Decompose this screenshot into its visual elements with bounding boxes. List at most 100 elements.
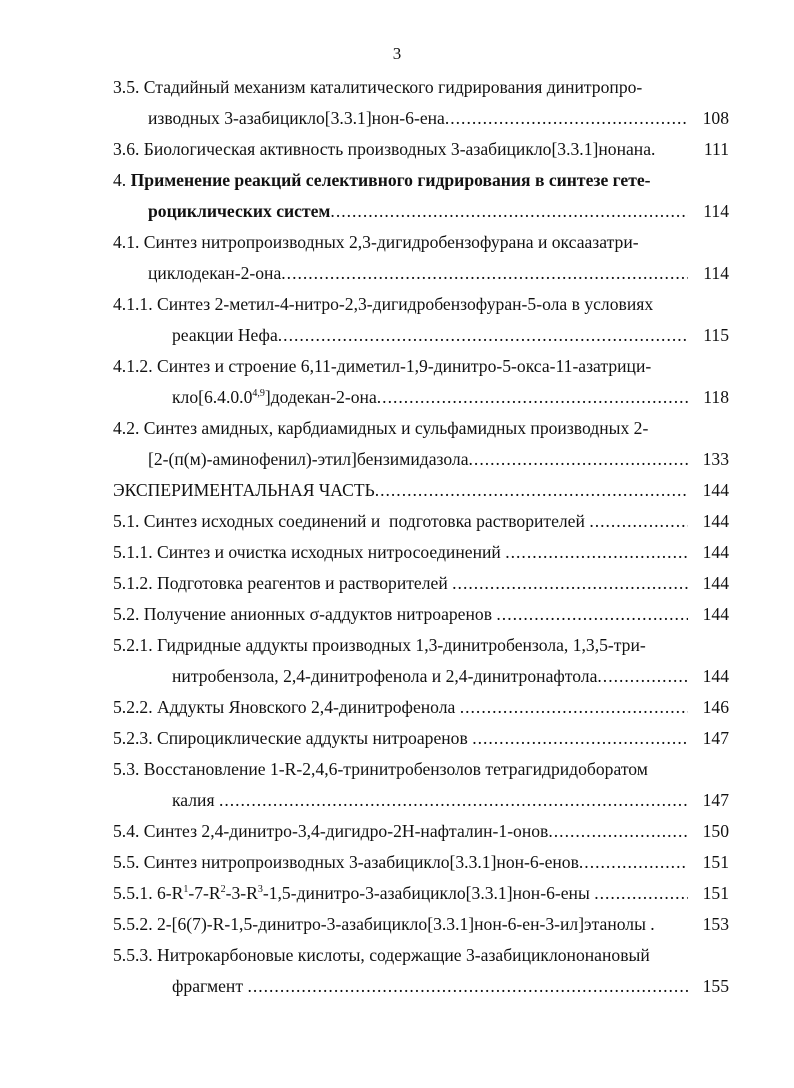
toc-entry: 4. Применение реакций селективного гидри… [113,165,733,196]
toc-page-number: 150 [702,821,729,841]
toc-entry-label: 5.5. Синтез нитропроизводных 3-азабицикл… [113,847,579,878]
toc-entry-title: 5.2.1. Гидридные аддукты производных 1,3… [113,630,688,661]
toc-entry-title: 5.5. Синтез нитропроизводных 3-азабицикл… [113,847,688,878]
toc-entry: калия ..................................… [113,785,733,816]
text-segment: 5.2.2. Аддукты Яновского 2,4-динитрофено… [113,697,460,717]
toc-entry-label: 5.1.2. Подготовка реагентов и растворите… [113,568,452,599]
toc-page-number: 153 [702,914,729,934]
text-segment: [2-(п(м)-аминофенил)-этил]бензимидазола [148,449,469,469]
toc-page-number: 144 [702,480,729,500]
toc-entry-title: 4.1.2. Синтез и строение 6,11-диметил-1,… [113,351,688,382]
text-segment: 5.5. Синтез нитропроизводных 3-азабицикл… [113,852,579,872]
text-segment: 5.2.3. Спироциклические аддукты нитроаре… [113,728,473,748]
toc-entry: фрагмент ...............................… [113,971,733,1002]
toc-page-number: 111 [703,139,729,159]
dot-leader: ........................................… [374,480,688,500]
toc-entry-label: 5.5.3. Нитрокарбоновые кислоты, содержащ… [113,940,650,971]
toc-page-number: 114 [703,201,729,221]
table-of-contents: 3.5. Стадийный механизм каталитического … [113,72,733,1002]
toc-page-number: 144 [702,542,729,562]
toc-page-number: 146 [702,697,729,717]
toc-page-number: 151 [702,852,729,872]
toc-page-number [688,72,733,103]
toc-entry-label: 5.1. Синтез исходных соединений и подгот… [113,506,589,537]
toc-entry-title: 5.5.3. Нитрокарбоновые кислоты, содержащ… [113,940,688,971]
text-segment: 5.4. Синтез 2,4-динитро-3,4-дигидро-2H-н… [113,821,549,841]
text-segment: 5.3. Восстановление 1-R-2,4,6-тринитробе… [113,759,648,779]
text-segment: реакции Нефа [172,325,278,345]
toc-entry-title: 5.4. Синтез 2,4-динитро-3,4-дигидро-2H-н… [113,816,688,847]
toc-entry-label: [2-(п(м)-аминофенил)-этил]бензимидазола [148,444,469,475]
text-segment: 5.1.1. Синтез и очистка исходных нитросо… [113,542,506,562]
toc-entry-title: кло[6.4.0.04,9]додекан-2-она............… [113,382,688,413]
text-segment: 3.5. Стадийный механизм каталитического … [113,77,643,97]
toc-entry-label: 3.6. Биологическая активность производны… [113,134,655,165]
toc-entry-label: 4.2. Синтез амидных, карбдиамидных и сул… [113,413,648,444]
toc-page-number: 147 [702,790,729,810]
text-segment: 5.5.3. Нитрокарбоновые кислоты, содержащ… [113,945,650,965]
toc-entry: 5.5.1. 6-R1-7-R2-3-R3-1,5-динитро-3-азаб… [113,878,733,909]
toc-entry-label: ЭКСПЕРИМЕНТАЛЬНАЯ ЧАСТЬ [113,475,375,506]
text-segment: 4.1.2. Синтез и строение 6,11-диметил-1,… [113,356,652,376]
toc-entry-label: 4.1. Синтез нитропроизводных 2,3-дигидро… [113,227,639,258]
toc-entry-label: 5.2.2. Аддукты Яновского 2,4-динитрофено… [113,692,460,723]
text-segment: циклодекан-2-она [148,263,282,283]
toc-entry: роциклических систем....................… [113,196,733,227]
toc-entry: 5.4. Синтез 2,4-динитро-3,4-дигидро-2H-н… [113,816,733,847]
toc-entry-title: калия ..................................… [113,785,688,816]
toc-entry: 5.1.1. Синтез и очистка исходных нитросо… [113,537,733,568]
toc-entry: 4.1.1. Синтез 2-метил-4-нитро-2,3-дигидр… [113,289,733,320]
text-segment: 4. [113,170,131,190]
dot-leader: ........................................… [281,263,688,283]
toc-entry-title: 5.2. Получение анионных σ-аддуктов нитро… [113,599,688,630]
toc-entry: реакции Нефа............................… [113,320,733,351]
toc-entry-title: [2-(п(м)-аминофенил)-этил]бензимидазола.… [113,444,688,475]
toc-page-number: 133 [702,449,729,469]
toc-page-number: 108 [702,108,729,128]
toc-entry-title: 4.2. Синтез амидных, карбдиамидных и сул… [113,413,688,444]
toc-page-number: 144 [702,511,729,531]
toc-entry-title: 5.1.2. Подготовка реагентов и растворите… [113,568,688,599]
dot-leader: ........................................… [452,573,688,593]
text-segment: ]додекан-2-она [264,387,377,407]
toc-entry-title: фрагмент ...............................… [113,971,688,1002]
dot-leader: ........................................… [594,883,688,903]
text-segment: 4.1. Синтез нитропроизводных 2,3-дигидро… [113,232,639,252]
dot-leader: ........................................… [444,108,688,128]
toc-entry-label: 4.1.2. Синтез и строение 6,11-диметил-1,… [113,351,651,382]
toc-entry-label: 5.3. Восстановление 1-R-2,4,6-тринитробе… [113,754,648,785]
superscript: 3 [257,884,263,896]
text-segment: 5.1.2. Подготовка реагентов и растворите… [113,573,453,593]
toc-entry-label: 4.1.1. Синтез 2-метил-4-нитро-2,3-дигидр… [113,289,653,320]
toc-entry-title: реакции Нефа............................… [113,320,688,351]
dot-leader: ........................................… [589,511,688,531]
toc-entry: 5.1. Синтез исходных соединений и подгот… [113,506,733,537]
toc-entry-title: 4.1. Синтез нитропроизводных 2,3-дигидро… [113,227,688,258]
superscript: 2 [220,884,226,896]
toc-entry: циклодекан-2-она........................… [113,258,733,289]
toc-page-number: 118 [703,387,729,407]
text-segment: 5.5.1. 6-R [113,883,184,903]
toc-page-number: 144 [702,573,729,593]
toc-entry-label: 5.2.1. Гидридные аддукты производных 1,3… [113,630,646,661]
text-segment: фрагмент [172,976,248,996]
toc-entry-label: 5.2.3. Спироциклические аддукты нитроаре… [113,723,472,754]
toc-page-number: 155 [702,976,729,996]
text-segment: ЭКСПЕРИМЕНТАЛЬНАЯ ЧАСТЬ [113,480,375,500]
text-segment: нитробензола, 2,4-динитрофенола и 2,4-ди… [172,666,598,686]
text-segment: роциклических систем [148,201,331,221]
toc-entry: 4.1.2. Синтез и строение 6,11-диметил-1,… [113,351,733,382]
toc-entry: изводных 3-азабицикло[3.3.1]нон-6-ена...… [113,103,733,134]
text-segment: 3.6. Биологическая активность производны… [113,139,656,159]
toc-page-number [688,630,733,661]
toc-entry-label: фрагмент [172,971,247,1002]
toc-entry-label: 5.5.1. 6-R1-7-R2-3-R3-1,5-динитро-3-азаб… [113,878,594,909]
text-segment: -3-R [225,883,258,903]
toc-page-number [688,351,733,382]
toc-page-number: 151 [702,883,729,903]
toc-entry-label: 5.4. Синтез 2,4-динитро-3,4-дигидро-2H-н… [113,816,548,847]
toc-entry: 3.6. Биологическая активность производны… [113,134,733,165]
dot-leader: ........................................… [247,976,688,996]
toc-entry-title: 5.1. Синтез исходных соединений и подгот… [113,506,688,537]
toc-entry-label: циклодекан-2-она [148,258,281,289]
